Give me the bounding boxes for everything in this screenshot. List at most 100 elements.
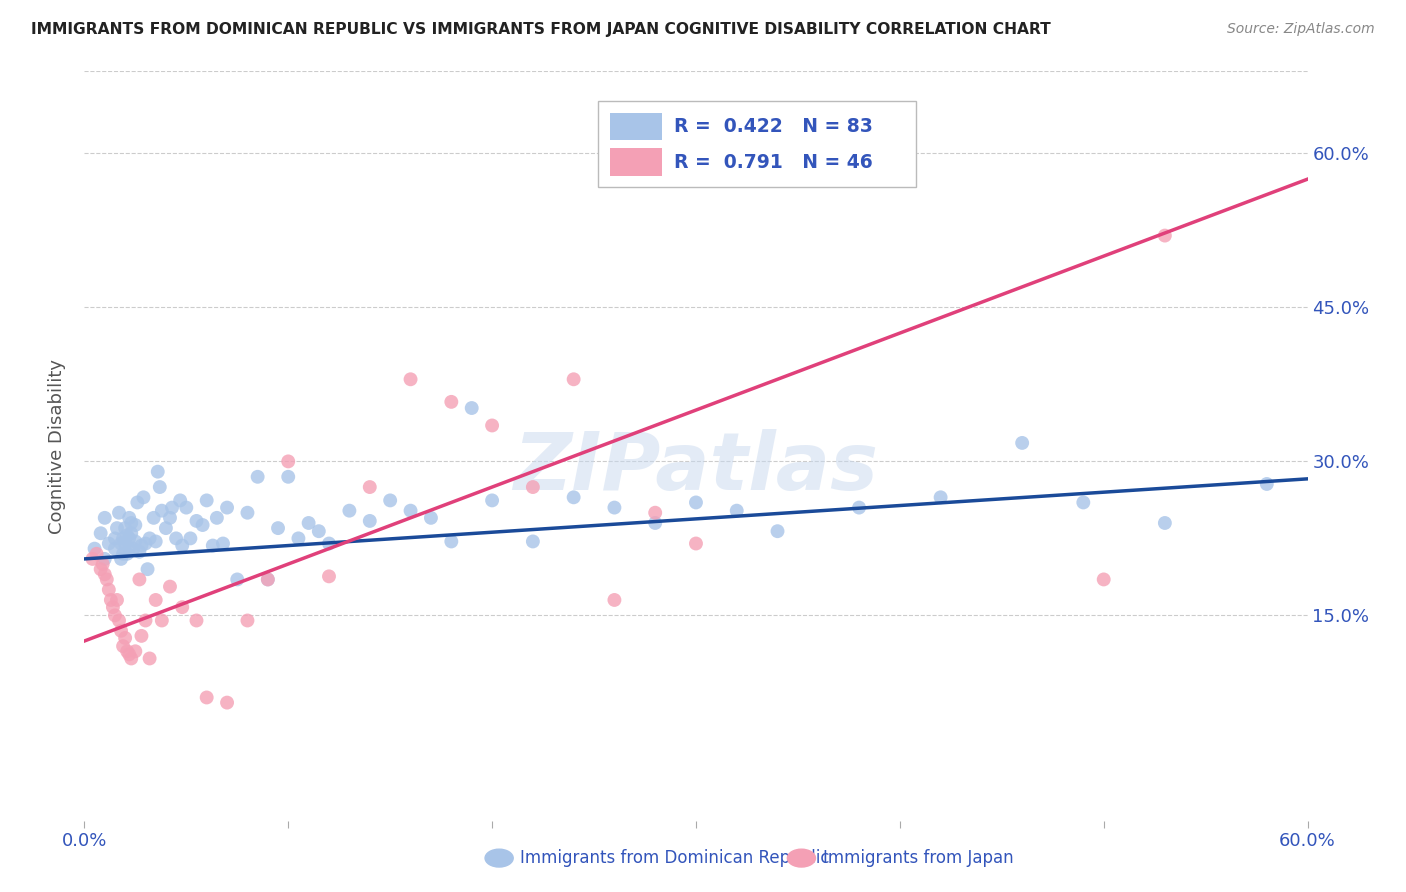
Point (159, 580, 181, 594)
Point (93, 552, 115, 566)
Point (236, 506, 259, 520)
Point (115, 547, 138, 561)
Point (101, 600, 124, 615)
Point (440, 534, 463, 549)
Point (205, 511, 228, 525)
Point (120, 526, 142, 541)
Point (122, 541, 145, 556)
Text: IMMIGRANTS FROM DOMINICAN REPUBLIC VS IMMIGRANTS FROM JAPAN COGNITIVE DISABILITY: IMMIGRANTS FROM DOMINICAN REPUBLIC VS IM… (31, 22, 1050, 37)
Point (110, 624, 132, 638)
Point (562, 372, 585, 386)
Point (246, 470, 269, 484)
Text: Immigrants from Japan: Immigrants from Japan (823, 849, 1014, 867)
Point (174, 500, 197, 515)
Point (105, 521, 128, 535)
Point (135, 536, 157, 550)
Point (165, 532, 187, 546)
Point (128, 545, 150, 559)
Point (135, 614, 157, 628)
Point (522, 534, 544, 549)
Point (217, 500, 239, 515)
Point (481, 493, 503, 508)
Point (112, 547, 135, 561)
Point (112, 639, 135, 653)
Point (359, 480, 381, 494)
Point (105, 593, 128, 607)
Point (186, 514, 208, 528)
Point (929, 491, 952, 505)
Point (725, 503, 748, 517)
Point (522, 480, 544, 494)
Point (298, 516, 321, 530)
Point (766, 524, 789, 539)
Point (115, 644, 138, 658)
Point (136, 562, 159, 576)
Point (132, 491, 155, 505)
Point (440, 395, 463, 409)
Point (848, 500, 870, 515)
Point (108, 506, 131, 520)
Point (104, 608, 127, 623)
Text: Source: ZipAtlas.com: Source: ZipAtlas.com (1227, 22, 1375, 37)
Point (195, 493, 218, 508)
Point (195, 690, 218, 705)
Point (114, 536, 136, 550)
Point (118, 511, 141, 525)
Point (100, 593, 122, 607)
Point (461, 401, 484, 415)
Point (124, 534, 146, 549)
FancyBboxPatch shape (610, 148, 662, 176)
Text: R =  0.791   N = 46: R = 0.791 N = 46 (673, 153, 873, 171)
Point (138, 532, 160, 546)
FancyBboxPatch shape (610, 112, 662, 140)
Point (90, 526, 112, 541)
Point (1011, 436, 1033, 450)
Point (226, 573, 249, 587)
Point (93, 567, 115, 582)
Text: Immigrants from Dominican Republic: Immigrants from Dominican Republic (520, 849, 830, 867)
Point (308, 524, 330, 539)
Point (1154, 228, 1177, 243)
Point (104, 532, 127, 546)
Point (86, 547, 108, 561)
Point (644, 506, 666, 520)
Point (142, 511, 165, 525)
Point (318, 536, 340, 550)
Point (481, 418, 503, 433)
Point (110, 552, 132, 566)
Point (420, 511, 443, 525)
Point (1092, 573, 1115, 587)
Point (97, 536, 120, 550)
Point (212, 536, 235, 550)
Point (359, 514, 381, 528)
Point (138, 651, 160, 665)
Point (267, 521, 290, 535)
Point (257, 573, 280, 587)
Point (399, 503, 422, 517)
Point (110, 536, 132, 550)
Point (120, 516, 142, 530)
Point (114, 521, 136, 535)
Point (277, 470, 299, 484)
Point (90, 562, 112, 576)
Point (120, 651, 142, 665)
Point (236, 614, 259, 628)
Point (124, 644, 146, 658)
Point (108, 614, 131, 628)
Point (118, 541, 141, 556)
Point (1154, 516, 1177, 530)
Point (169, 493, 191, 508)
Point (380, 493, 402, 508)
Point (201, 539, 224, 553)
Text: R =  0.422   N = 83: R = 0.422 N = 83 (673, 117, 873, 136)
Point (118, 648, 141, 662)
Point (685, 536, 707, 550)
Point (318, 569, 340, 583)
FancyBboxPatch shape (598, 102, 917, 187)
Point (159, 511, 181, 525)
Point (112, 532, 135, 546)
Point (179, 532, 201, 546)
Y-axis label: Cognitive Disability: Cognitive Disability (48, 359, 66, 533)
Point (217, 696, 239, 710)
Point (257, 573, 280, 587)
